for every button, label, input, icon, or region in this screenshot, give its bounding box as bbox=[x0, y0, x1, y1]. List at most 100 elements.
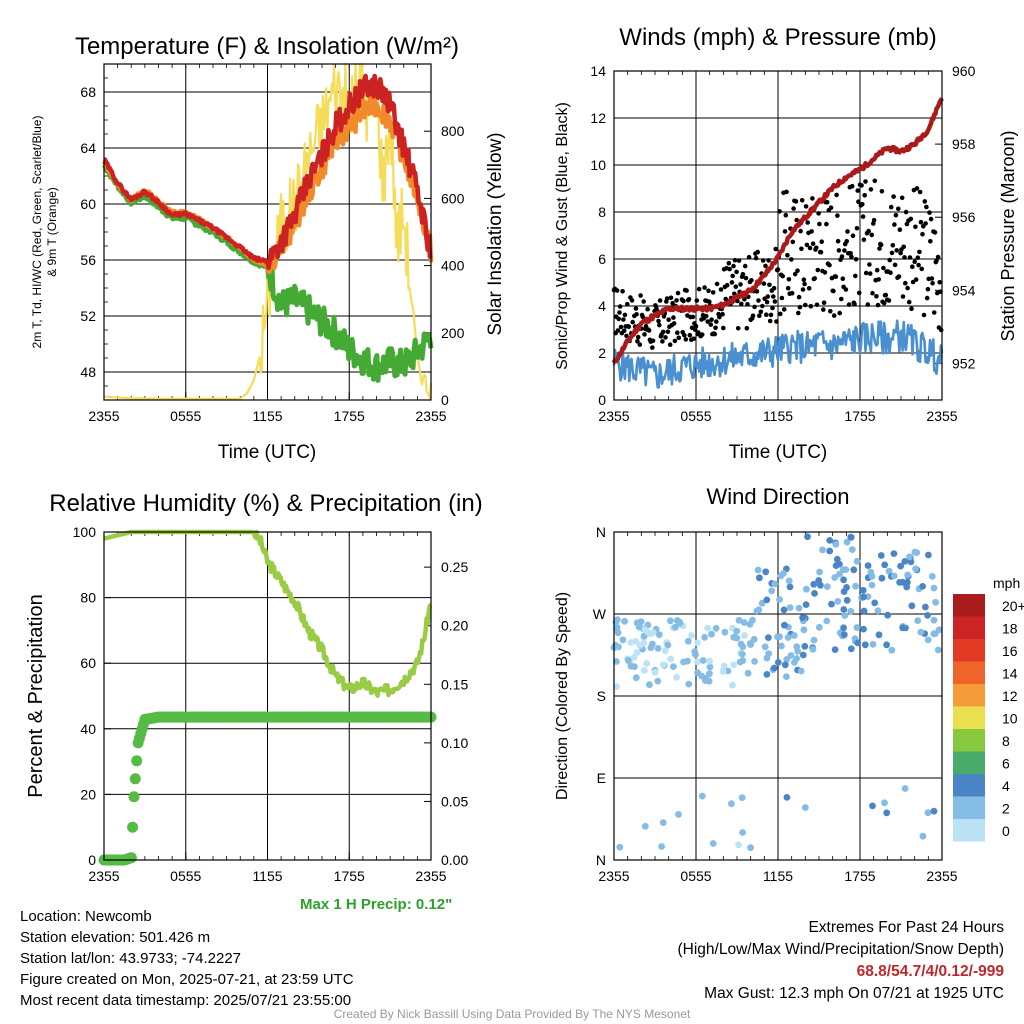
direction-point bbox=[899, 578, 906, 586]
y-tick-label-right: 958 bbox=[952, 136, 976, 152]
direction-point bbox=[692, 651, 699, 658]
direction-point bbox=[708, 630, 715, 638]
gust-point bbox=[837, 310, 842, 316]
direction-point bbox=[810, 580, 818, 588]
gust-point bbox=[691, 336, 696, 342]
gust-point bbox=[729, 280, 735, 285]
direction-point bbox=[698, 672, 706, 680]
gust-point bbox=[835, 238, 841, 244]
direction-point bbox=[871, 599, 879, 607]
gust-point bbox=[808, 304, 814, 309]
direction-point bbox=[860, 593, 867, 601]
direction-point bbox=[843, 584, 850, 591]
credit-text: Created By Nick Bassill Using Data Provi… bbox=[333, 1007, 691, 1021]
direction-point bbox=[721, 628, 729, 636]
direction-point bbox=[783, 673, 790, 680]
legend-label: 8 bbox=[1002, 733, 1010, 749]
direction-point bbox=[781, 621, 788, 629]
gust-point bbox=[816, 211, 821, 216]
gust-point bbox=[850, 233, 856, 238]
gust-point bbox=[892, 262, 898, 268]
direction-point bbox=[831, 574, 839, 581]
direction-point bbox=[744, 669, 752, 677]
gust-point bbox=[935, 254, 941, 260]
direction-point bbox=[790, 632, 798, 639]
direction-point bbox=[641, 626, 649, 633]
direction-point bbox=[706, 657, 714, 665]
direction-point bbox=[797, 667, 805, 675]
gust-point bbox=[900, 294, 906, 299]
gust-point bbox=[626, 324, 632, 330]
direction-point bbox=[694, 658, 701, 666]
gust-point bbox=[917, 249, 922, 255]
gust-point bbox=[798, 228, 803, 234]
y-tick-label-left: 64 bbox=[80, 140, 96, 156]
gust-point bbox=[852, 301, 857, 307]
direction-point bbox=[888, 646, 896, 654]
precip-point bbox=[131, 755, 143, 767]
gust-point bbox=[780, 273, 785, 279]
gust-point bbox=[796, 294, 802, 300]
direction-point bbox=[901, 558, 909, 565]
direction-point bbox=[750, 635, 758, 643]
direction-point bbox=[694, 639, 701, 647]
gust-point bbox=[817, 221, 822, 227]
gust-point bbox=[696, 286, 702, 292]
direction-point bbox=[758, 599, 766, 607]
gust-point bbox=[709, 317, 714, 323]
gust-point bbox=[760, 258, 766, 263]
elevation-text: Station elevation: 501.426 m bbox=[20, 929, 211, 946]
location-text: Location: Newcomb bbox=[20, 908, 152, 925]
gust-point bbox=[712, 331, 717, 337]
direction-point bbox=[675, 811, 682, 818]
direction-point bbox=[740, 619, 748, 626]
gust-point bbox=[702, 285, 707, 290]
station-info: Location: Newcomb Station elevation: 501… bbox=[20, 906, 354, 1011]
legend-swatch bbox=[953, 796, 985, 819]
gust-point bbox=[727, 266, 732, 272]
gust-point bbox=[860, 201, 865, 207]
gust-point bbox=[637, 342, 643, 347]
direction-point bbox=[680, 658, 687, 666]
gust-point bbox=[807, 245, 813, 251]
gust-point bbox=[746, 254, 752, 260]
gust-point bbox=[896, 274, 902, 279]
gust-point bbox=[687, 332, 693, 338]
gust-point bbox=[635, 339, 640, 344]
direction-point bbox=[786, 583, 794, 591]
direction-point bbox=[843, 538, 851, 546]
gust-point bbox=[616, 316, 621, 322]
gust-point bbox=[863, 270, 869, 276]
x-tick-label: 2355 bbox=[926, 868, 957, 884]
gust-point bbox=[925, 286, 931, 292]
gust-point bbox=[771, 294, 776, 299]
gust-point bbox=[797, 304, 803, 310]
direction-point bbox=[840, 576, 847, 584]
gust-point bbox=[821, 300, 827, 306]
direction-point bbox=[661, 647, 669, 655]
direction-point bbox=[885, 567, 893, 575]
gust-point bbox=[869, 232, 874, 238]
gust-point bbox=[740, 271, 746, 277]
gust-point bbox=[629, 298, 635, 303]
direction-point bbox=[763, 596, 771, 604]
gust-point bbox=[789, 257, 794, 262]
gust-point bbox=[694, 298, 700, 303]
direction-point bbox=[785, 577, 793, 585]
gust-point bbox=[724, 282, 730, 288]
gust-point bbox=[819, 239, 824, 244]
gust-point bbox=[714, 281, 720, 287]
y-tick-label-left: W bbox=[593, 606, 607, 622]
gust-point bbox=[928, 238, 933, 244]
direction-point bbox=[763, 654, 771, 662]
gust-point bbox=[760, 303, 765, 309]
direction-point bbox=[906, 553, 913, 561]
gust-point bbox=[792, 271, 798, 277]
gust-point bbox=[805, 220, 810, 225]
gust-point bbox=[703, 313, 709, 319]
gust-point bbox=[917, 189, 923, 195]
direction-point bbox=[778, 642, 785, 650]
direction-point bbox=[842, 566, 850, 573]
direction-point bbox=[911, 548, 919, 556]
direction-point bbox=[706, 670, 713, 678]
